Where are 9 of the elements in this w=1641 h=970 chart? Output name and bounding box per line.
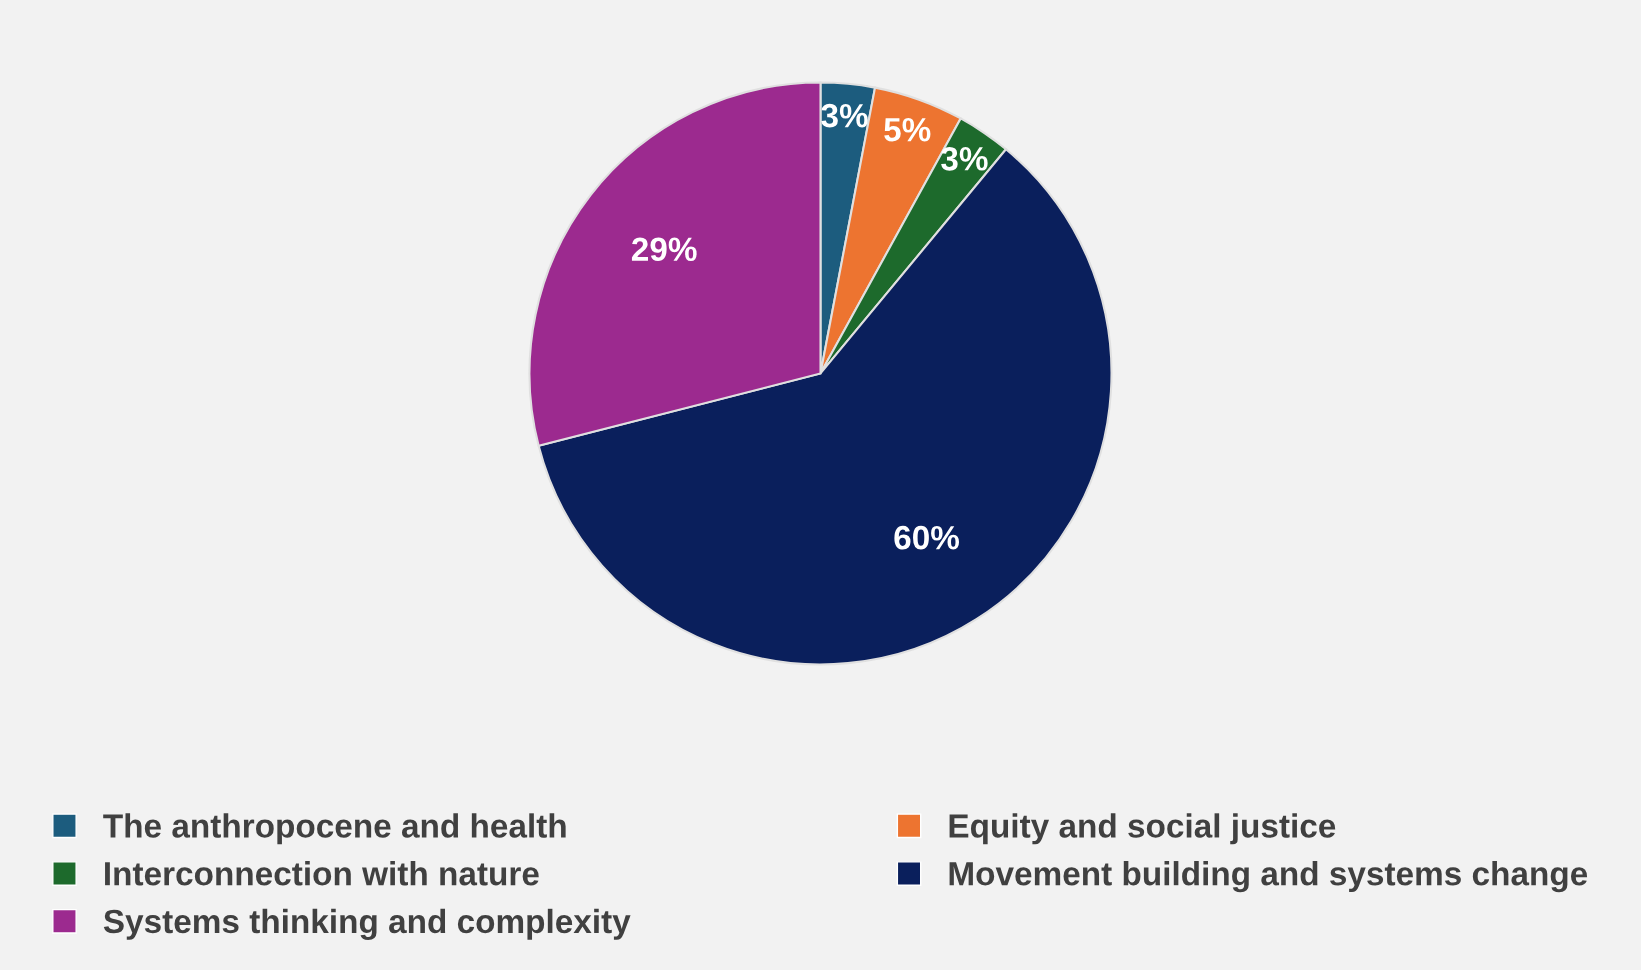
legend-label: Systems thinking and complexity [103,908,631,940]
legend-label: Equity and social justice [949,813,1336,845]
data-label: 60% [894,525,960,550]
legend-label: Movement building and systems change [949,861,1588,893]
legend-label: Interconnection with nature [105,861,539,886]
data-label: 5% [884,117,931,142]
data-label: 29% [631,237,697,262]
data-label: 3% [941,146,988,171]
legend-label: The anthropocene and health [103,813,566,845]
